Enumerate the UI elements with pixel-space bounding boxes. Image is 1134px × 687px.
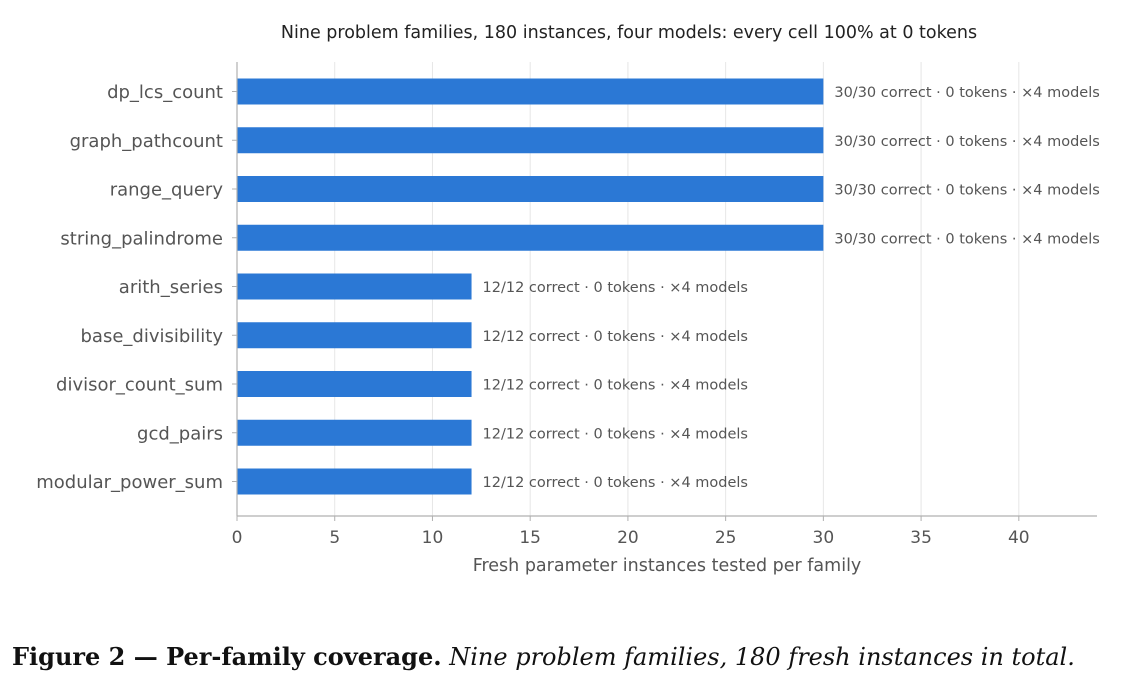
bar [237,224,824,251]
bar [237,371,472,397]
category-label: dp_lcs_count [107,82,223,103]
caption-text: Nine problem families, 180 fresh instanc… [449,643,1075,671]
x-tick-label: 30 [813,528,835,548]
category-label: divisor_count_sum [56,375,223,396]
bar [237,322,472,349]
x-tick-label: 40 [1008,528,1030,548]
labels: dp_lcs_count 30/30 correct · 0 tokens · ×… [36,82,1100,493]
bar-value-label: 30/30 correct · 0 tokens · ×4 models [834,231,1099,247]
bar-value-label: 12/12 correct · 0 tokens · ×4 models [483,329,748,345]
figure-caption: Figure 2 — Per-family coverage. Nine pro… [12,640,1132,674]
bar-value-label: 12/12 correct · 0 tokens · ×4 models [483,426,748,442]
bars [237,78,824,495]
bar [237,78,824,105]
bar [237,176,824,202]
bar [237,273,472,300]
bar-chart: Nine problem families, 180 instances, fo… [36,23,1100,576]
x-tick-label: 35 [910,528,932,548]
x-tick-label: 15 [519,528,541,548]
bar-value-label: 30/30 correct · 0 tokens · ×4 models [834,85,1099,101]
bar-value-label: 12/12 correct · 0 tokens · ×4 models [483,280,748,296]
bar-value-label: 30/30 correct · 0 tokens · ×4 models [834,183,1099,199]
x-tick-label: 0 [232,528,243,548]
bar [237,419,472,446]
category-label: graph_pathcount [70,131,223,152]
caption-heading: Figure 2 — Per-family coverage. [12,642,442,671]
category-label: base_divisibility [80,326,223,347]
chart-title: Nine problem families, 180 instances, fo… [281,23,977,43]
category-label: string_palindrome [60,228,223,249]
x-tick-label: 5 [329,528,340,548]
bar-value-label: 12/12 correct · 0 tokens · ×4 models [483,378,748,394]
x-tick-label: 20 [617,528,639,548]
x-axis-label: Fresh parameter instances tested per fam… [473,556,862,576]
x-tick-label: 10 [422,528,444,548]
bar-value-label: 30/30 correct · 0 tokens · ×4 models [834,134,1099,150]
category-label: range_query [110,180,224,201]
category-label: gcd_pairs [137,423,223,444]
category-label: arith_series [119,277,223,298]
bar-value-label: 12/12 correct · 0 tokens · ×4 models [483,475,748,491]
bar [237,468,472,495]
bar [237,127,824,154]
axes: 0 5 10 15 20 25 30 35 40 [232,62,1097,548]
category-label: modular_power_sum [36,472,223,493]
x-tick-label: 25 [715,528,737,548]
